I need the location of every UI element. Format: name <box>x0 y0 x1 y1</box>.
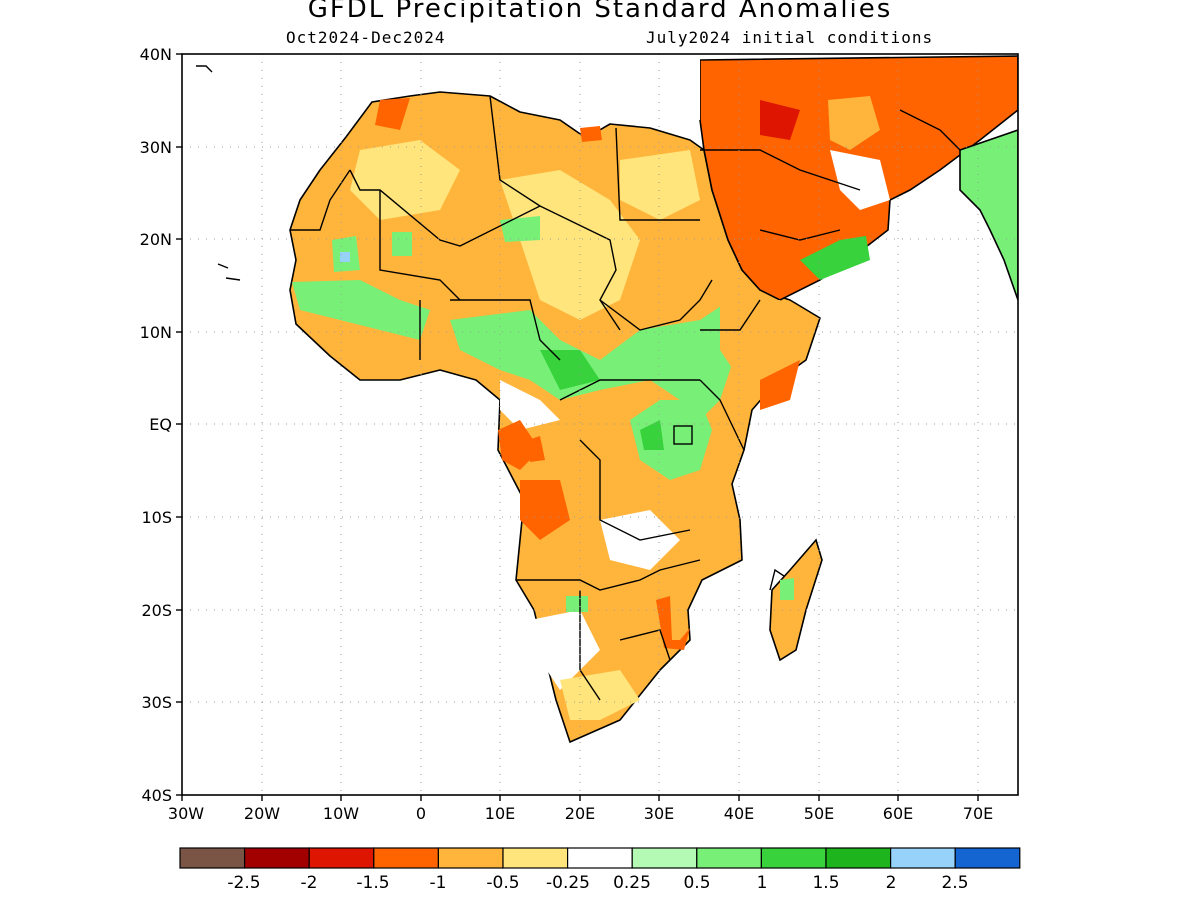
lat-label-20n: 20N <box>140 230 172 249</box>
congo-white-patch <box>500 380 560 430</box>
colorbar-label: 2 <box>886 873 897 893</box>
initial-conditions-label: July2024 initial conditions <box>646 28 934 47</box>
lat-label-40n: 40N <box>140 45 172 64</box>
sahel-green-band-west <box>292 280 430 340</box>
gabon-orange-patch <box>498 420 540 470</box>
angola-red-patch <box>528 436 545 462</box>
north-africa-orange <box>375 98 410 130</box>
lon-label-30w: 30W <box>168 804 204 823</box>
colorbar-label: 0.5 <box>683 873 710 893</box>
lat-label-20s: 20S <box>141 601 172 620</box>
lon-label-0: 0 <box>416 804 426 823</box>
gridlines <box>182 54 1018 795</box>
country-borders <box>290 95 961 701</box>
lon-label-30e: 30E <box>644 804 674 823</box>
madagascar <box>769 538 823 662</box>
angola-dark-orange <box>520 480 570 540</box>
arabia-orange-patch <box>828 96 880 150</box>
oman-white-patch <box>830 150 890 210</box>
colorbar-label: -1 <box>430 873 447 893</box>
chad-green-patch <box>500 216 540 242</box>
lat-label-30n: 30N <box>140 138 172 157</box>
lat-label-10s: 10S <box>141 508 172 527</box>
lake-region-green <box>630 400 712 480</box>
colorbar-label: -0.5 <box>486 873 519 893</box>
colorbar-swatch <box>825 847 892 869</box>
colorbar-swatch <box>760 847 827 869</box>
lat-label-10n: 10N <box>140 323 172 342</box>
lat-label-40s: 40S <box>141 786 172 805</box>
lon-label-70e: 70E <box>963 804 993 823</box>
namibia-white-patch <box>530 610 600 690</box>
india-region <box>959 129 1018 301</box>
lon-label-20w: 20W <box>244 804 280 823</box>
mediterranean-white <box>400 54 700 120</box>
ethiopia-orange <box>720 300 800 380</box>
lat-label-eq: EQ <box>149 415 172 434</box>
lakes-islands <box>196 65 785 591</box>
forecast-period: Oct2024-Dec2024 <box>286 28 446 47</box>
colorbar-swatch <box>308 847 375 869</box>
libya-red-patch <box>580 126 602 142</box>
colorbar-swatch <box>373 847 439 869</box>
south-africa-yellow <box>560 670 640 720</box>
sahara-light-patch-2 <box>350 140 460 220</box>
niger-green-patch <box>392 232 412 256</box>
mozambique-dark-orange <box>656 596 690 650</box>
colorbar-swatch <box>502 847 569 869</box>
lon-label-60e: 60E <box>883 804 913 823</box>
map-area <box>182 54 1018 795</box>
colorbar-label: -2 <box>301 873 318 893</box>
southern-africa-green <box>566 596 588 612</box>
colorbar-swatch <box>244 847 310 869</box>
colorbar <box>179 847 1021 869</box>
sahel-dark-green <box>540 350 600 390</box>
mali-blue-spot <box>340 252 350 262</box>
colorbar-label: 1.5 <box>812 873 839 893</box>
colorbar-label: -2.5 <box>227 873 260 893</box>
axis-ticks <box>176 53 979 801</box>
lat-tick-labels: 40N 30N 20N 10N EQ 10S 20S 30S 40S <box>140 45 172 805</box>
colorbar-label: 0.25 <box>613 873 651 893</box>
colorbar-label: -0.25 <box>546 873 590 893</box>
colorbar-swatch <box>954 847 1021 869</box>
lon-label-20e: 20E <box>565 804 595 823</box>
lat-label-30s: 30S <box>141 693 172 712</box>
colorbar-label: -1.5 <box>356 873 389 893</box>
colorbar-swatch <box>631 847 698 869</box>
lake-region-dark-green <box>640 420 664 450</box>
yemen-green-patch <box>800 236 870 280</box>
lon-label-10e: 10E <box>485 804 515 823</box>
lon-label-40e: 40E <box>724 804 754 823</box>
lon-label-10w: 10W <box>323 804 359 823</box>
colorbar-swatch <box>179 847 246 869</box>
colorbar-swatch <box>889 847 956 869</box>
colorbar-label: 1 <box>757 873 768 893</box>
somalia-orange-dark <box>760 360 800 410</box>
sahel-green-band-central <box>450 300 740 420</box>
lon-label-50e: 50E <box>804 804 834 823</box>
lon-tick-labels: 30W 20W 10W 0 10E 20E 30E 40E 50E 60E 70… <box>168 804 993 823</box>
sahara-light-patch-3 <box>620 150 700 220</box>
colorbar-label: 2.5 <box>941 873 968 893</box>
colorbar-swatch <box>696 847 762 869</box>
arabia-red-patch <box>760 100 800 140</box>
colorbar-swatch <box>566 847 633 869</box>
sahara-light-patch <box>500 170 640 320</box>
madagascar-green <box>780 578 794 600</box>
colorbar-swatch <box>437 847 504 869</box>
map-title: GFDL Precipitation Standard Anomalies <box>307 0 893 24</box>
colorbar-labels: -2.5 -2 -1.5 -1 -0.5 -0.25 0.25 0.5 1 1.… <box>227 873 968 893</box>
